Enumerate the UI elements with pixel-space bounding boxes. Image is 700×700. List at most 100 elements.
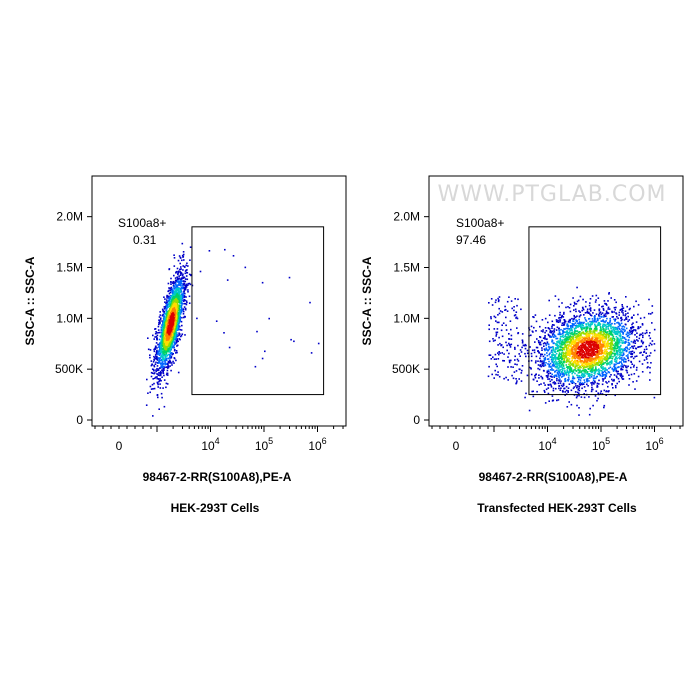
event-dot — [547, 383, 549, 386]
event-dot — [623, 357, 625, 359]
event-dot — [615, 370, 617, 372]
event-dot — [494, 316, 497, 319]
event-dot — [161, 326, 164, 329]
event-dot — [184, 286, 187, 289]
event-dot — [161, 320, 163, 322]
event-dot — [593, 375, 595, 377]
event-dot — [592, 388, 594, 391]
event-dot — [585, 366, 587, 368]
event-dot — [621, 318, 623, 321]
event-dot — [570, 332, 573, 334]
event-dot — [621, 337, 624, 340]
event-dot — [173, 274, 175, 277]
event-dot — [566, 332, 569, 334]
event-dot — [568, 383, 571, 385]
event-dot — [502, 322, 505, 324]
event-dot — [183, 315, 186, 318]
event-dot — [535, 373, 537, 375]
event-dot — [577, 388, 579, 391]
event-dot — [568, 344, 570, 346]
event-dot — [634, 388, 636, 390]
event-dot — [159, 322, 161, 325]
event-dot — [579, 326, 582, 328]
plot-frame — [91, 175, 347, 427]
event-dot — [584, 372, 586, 375]
event-dot — [178, 305, 181, 308]
event-dot — [614, 357, 617, 359]
event-dot — [585, 326, 587, 329]
event-dot — [581, 327, 583, 329]
event-dot — [540, 353, 542, 355]
event-dot — [580, 362, 582, 364]
dot-layer — [145, 242, 320, 417]
event-dot — [610, 327, 612, 330]
event-dot — [520, 308, 522, 311]
event-dot — [579, 311, 581, 313]
event-dot — [596, 385, 599, 388]
event-dot — [572, 297, 574, 299]
event-dot — [563, 328, 565, 330]
event-dot — [495, 335, 497, 337]
event-dot — [537, 367, 539, 370]
event-dot — [584, 305, 587, 308]
event-dot — [619, 332, 621, 335]
event-dot — [544, 402, 547, 404]
event-dot — [559, 369, 561, 371]
event-dot — [183, 300, 185, 302]
event-dot — [173, 336, 176, 339]
event-dot — [561, 385, 564, 388]
event-dot — [607, 371, 610, 373]
event-dot — [177, 371, 180, 374]
event-dot — [178, 325, 181, 328]
event-dot — [553, 383, 556, 385]
event-dot — [605, 352, 608, 355]
event-dot — [567, 373, 570, 375]
event-dot — [567, 321, 570, 323]
event-dot — [620, 365, 622, 367]
event-dot — [159, 353, 161, 355]
event-dot — [587, 363, 589, 366]
event-dot — [162, 333, 165, 336]
event-dot — [154, 376, 157, 379]
event-dot — [637, 375, 640, 378]
event-dot — [181, 259, 183, 262]
event-dot — [564, 372, 566, 375]
event-dot — [508, 333, 510, 335]
event-dot — [558, 380, 561, 382]
event-dot — [168, 298, 170, 300]
event-dot — [611, 330, 613, 333]
event-dot — [171, 364, 173, 366]
event-dot — [183, 299, 185, 302]
event-dot — [606, 342, 608, 345]
event-dot — [161, 341, 163, 343]
event-dot — [604, 337, 606, 339]
event-dot — [178, 311, 181, 313]
x-tick-label: 0 — [116, 439, 123, 453]
event-dot — [609, 363, 611, 366]
event-dot — [605, 334, 607, 336]
event-dot — [582, 322, 585, 324]
event-dot — [568, 378, 570, 381]
event-dot — [559, 378, 561, 381]
event-dot — [625, 366, 627, 369]
event-dot — [174, 291, 177, 293]
event-dot — [168, 289, 170, 292]
event-dot — [553, 328, 556, 330]
event-dot — [514, 363, 516, 365]
event-dot — [487, 375, 490, 378]
event-dot — [223, 332, 225, 334]
event-dot — [178, 293, 180, 295]
event-dot — [177, 286, 179, 289]
event-dot — [615, 353, 617, 356]
event-dot — [616, 345, 619, 348]
event-dot — [515, 370, 518, 372]
event-dot — [182, 251, 185, 253]
event-dot — [541, 364, 544, 367]
event-dot — [585, 323, 588, 326]
event-dot — [522, 344, 525, 347]
event-dot — [609, 346, 612, 349]
event-dot — [505, 329, 508, 331]
event-dot — [600, 360, 603, 363]
event-dot — [610, 339, 613, 341]
